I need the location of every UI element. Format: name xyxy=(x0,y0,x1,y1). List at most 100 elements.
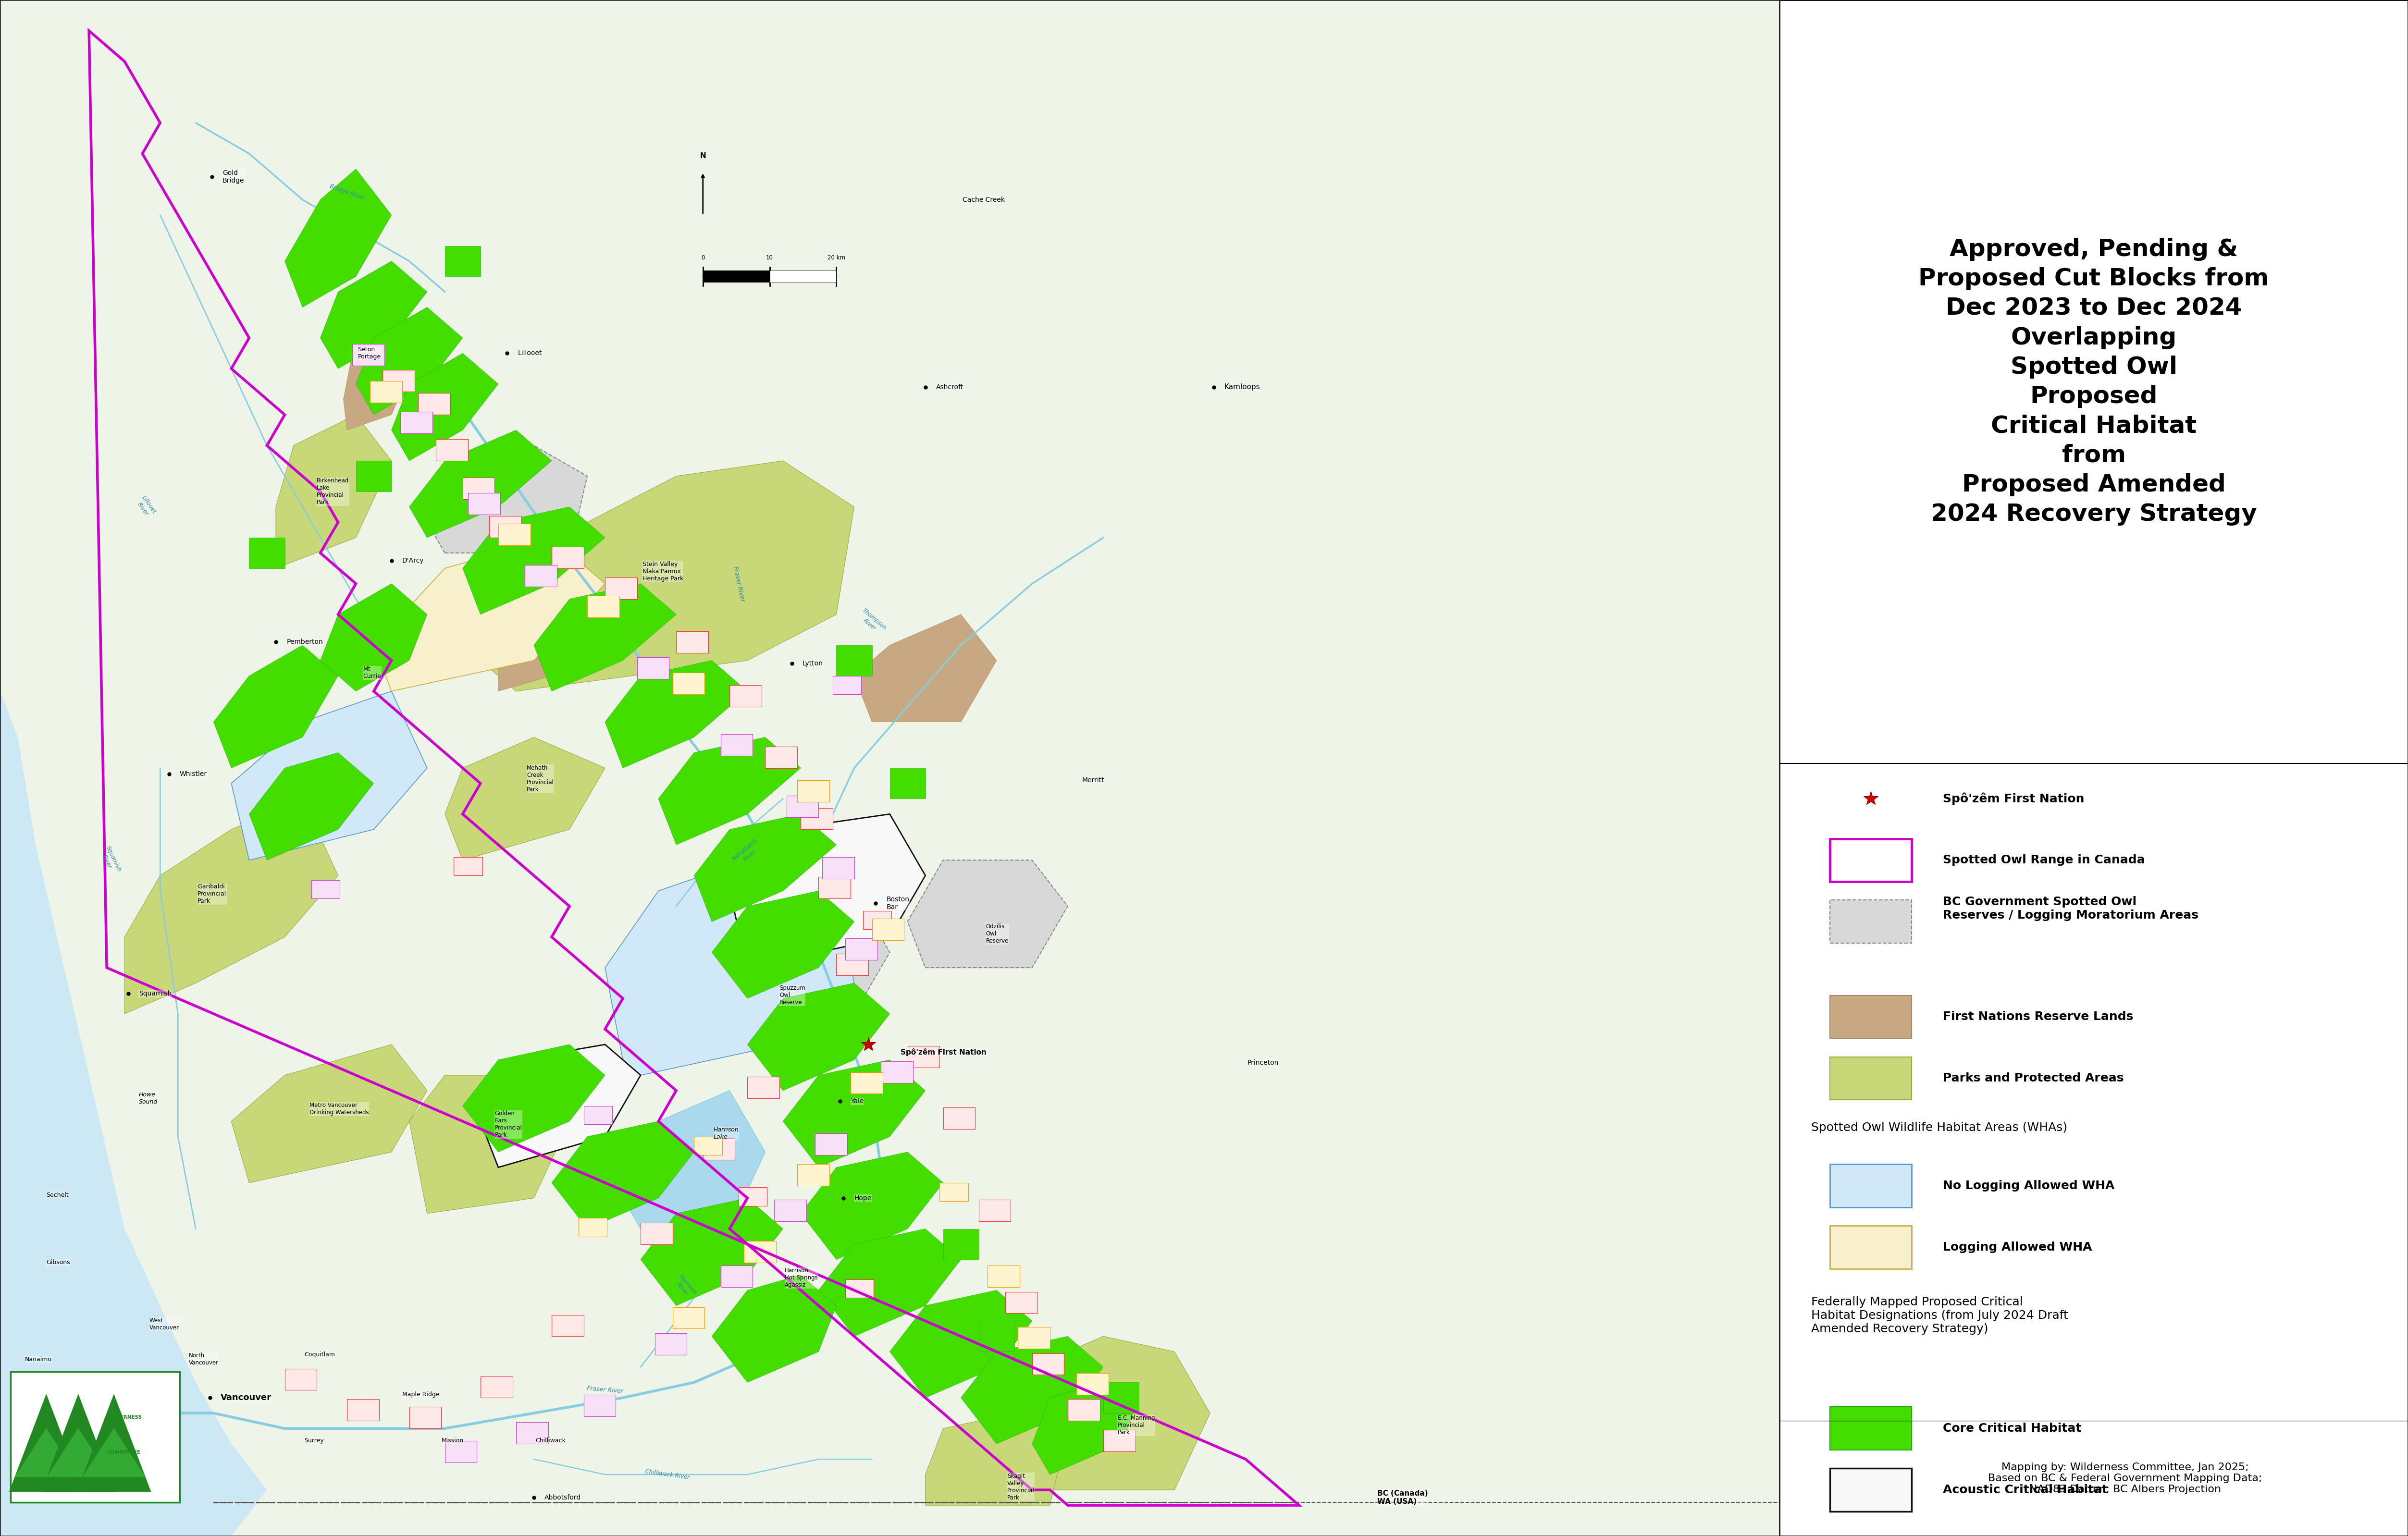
Text: Pemberton: Pemberton xyxy=(287,639,323,645)
Polygon shape xyxy=(768,968,845,1060)
Polygon shape xyxy=(462,507,604,614)
Polygon shape xyxy=(624,1091,766,1260)
Text: Fraser River: Fraser River xyxy=(732,565,746,602)
Text: Acoustic Critical Habitat: Acoustic Critical Habitat xyxy=(1943,1484,2107,1496)
Bar xyxy=(987,1266,1019,1287)
Polygon shape xyxy=(836,645,872,676)
Bar xyxy=(1007,1292,1038,1313)
Text: Mission: Mission xyxy=(441,1438,465,1444)
Bar xyxy=(845,1279,874,1298)
Text: BC Government Spotted Owl
Reserves / Logging Moratorium Areas: BC Government Spotted Owl Reserves / Log… xyxy=(1943,895,2199,922)
Polygon shape xyxy=(802,1152,944,1260)
Text: Spô'zêm First Nation: Spô'zêm First Nation xyxy=(901,1048,987,1057)
Bar xyxy=(1103,1430,1134,1452)
Text: 10: 10 xyxy=(766,255,773,261)
Polygon shape xyxy=(925,1413,1067,1505)
Polygon shape xyxy=(46,1428,111,1478)
Polygon shape xyxy=(908,860,1067,968)
Bar xyxy=(703,1138,734,1160)
Polygon shape xyxy=(482,461,855,691)
Bar xyxy=(1830,1057,1912,1100)
Text: Skagit
Valley
Provincial
Park: Skagit Valley Provincial Park xyxy=(1007,1473,1035,1501)
Text: West
Vancouver: West Vancouver xyxy=(149,1318,178,1330)
Text: 0: 0 xyxy=(701,255,706,261)
Bar xyxy=(787,796,819,817)
Polygon shape xyxy=(248,753,373,860)
Bar xyxy=(409,1407,441,1428)
Polygon shape xyxy=(498,614,568,691)
Polygon shape xyxy=(426,445,588,553)
Polygon shape xyxy=(409,1075,568,1213)
Text: Parks and Protected Areas: Parks and Protected Areas xyxy=(1943,1072,2124,1084)
Bar xyxy=(453,857,482,876)
Bar xyxy=(939,1183,968,1201)
Text: Bridge River: Bridge River xyxy=(327,183,366,201)
Text: Mehath
Creek
Provincial
Park: Mehath Creek Provincial Park xyxy=(527,765,554,793)
Bar xyxy=(739,1187,768,1206)
Text: Squamish
River: Squamish River xyxy=(99,845,123,876)
Text: Howe
Sound: Howe Sound xyxy=(140,1092,157,1104)
Bar xyxy=(482,1376,513,1398)
Polygon shape xyxy=(961,1336,1103,1444)
Bar xyxy=(703,270,771,283)
Text: 20 km: 20 km xyxy=(828,255,845,261)
Text: D'Arcy: D'Arcy xyxy=(402,558,424,564)
Polygon shape xyxy=(1033,1382,1139,1475)
Bar xyxy=(1830,995,1912,1038)
Text: Whistler: Whistler xyxy=(181,771,207,777)
Bar xyxy=(1830,1226,1912,1269)
Text: North
Vancouver: North Vancouver xyxy=(188,1353,219,1366)
Text: Logging Allowed WHA: Logging Allowed WHA xyxy=(1943,1241,2093,1253)
Bar xyxy=(1830,1468,1912,1511)
Bar xyxy=(445,1441,477,1462)
Bar xyxy=(944,1107,975,1129)
Text: Spô'zêm First Nation: Spô'zêm First Nation xyxy=(1943,793,2085,805)
Text: Seton
Portage: Seton Portage xyxy=(359,347,380,359)
Bar xyxy=(766,746,797,768)
Polygon shape xyxy=(694,891,891,1014)
Polygon shape xyxy=(231,1044,426,1183)
Bar xyxy=(655,1333,686,1355)
Bar xyxy=(419,393,450,415)
Bar xyxy=(872,919,903,940)
Polygon shape xyxy=(231,691,426,860)
Text: Birkenhead
Lake
Provincial
Park: Birkenhead Lake Provincial Park xyxy=(318,478,349,505)
Polygon shape xyxy=(694,814,836,922)
Polygon shape xyxy=(10,1393,84,1491)
Bar xyxy=(10,1372,181,1502)
Text: Harrison
River: Harrison River xyxy=(672,1273,698,1301)
Bar xyxy=(551,547,583,568)
Bar xyxy=(498,524,530,545)
Bar xyxy=(436,439,467,461)
Polygon shape xyxy=(82,1428,144,1478)
Text: Stein Valley
Nlaka'Pamux
Heritage Park: Stein Valley Nlaka'Pamux Heritage Park xyxy=(643,561,684,582)
Polygon shape xyxy=(445,737,604,860)
Text: Princeton: Princeton xyxy=(1247,1060,1279,1066)
Bar xyxy=(311,880,340,899)
Polygon shape xyxy=(248,538,284,568)
Text: Yale: Yale xyxy=(850,1098,864,1104)
Bar xyxy=(862,911,891,929)
Text: Harrison
Lake: Harrison Lake xyxy=(713,1127,739,1140)
Text: Spotted Owl Range in Canada: Spotted Owl Range in Canada xyxy=(1943,854,2146,866)
Polygon shape xyxy=(277,415,393,568)
Text: No Logging Allowed WHA: No Logging Allowed WHA xyxy=(1943,1180,2114,1192)
Text: Harrison
Hot Springs
Agassiz: Harrison Hot Springs Agassiz xyxy=(785,1267,819,1289)
Bar xyxy=(814,1134,848,1155)
Text: WILDERNESS: WILDERNESS xyxy=(106,1415,142,1419)
Text: Spotted Owl Wildlife Habitat Areas (WHAs): Spotted Owl Wildlife Habitat Areas (WHAs… xyxy=(1811,1121,2066,1134)
Polygon shape xyxy=(657,737,802,845)
Text: Abbotsford: Abbotsford xyxy=(544,1495,580,1501)
Bar xyxy=(720,1266,754,1287)
Polygon shape xyxy=(819,1229,961,1336)
Bar xyxy=(583,1106,612,1124)
Polygon shape xyxy=(535,584,677,691)
Bar xyxy=(1830,1407,1912,1450)
Bar xyxy=(746,1077,780,1098)
Polygon shape xyxy=(746,983,891,1091)
Bar xyxy=(850,1072,884,1094)
Bar xyxy=(400,412,433,433)
Bar xyxy=(638,657,669,679)
Bar xyxy=(797,780,828,802)
Text: Golden
Ears
Provincial
Park: Golden Ears Provincial Park xyxy=(494,1111,523,1138)
